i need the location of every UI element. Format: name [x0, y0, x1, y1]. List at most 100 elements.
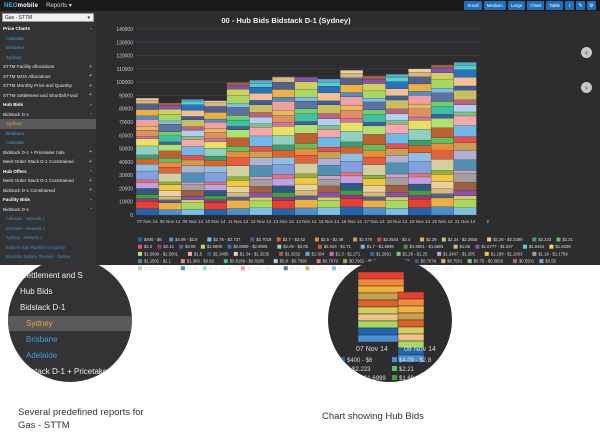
- legend-item[interactable]: $1.34 - $1.3235: [233, 251, 270, 256]
- sidebar-item[interactable]: Brisbane: [0, 129, 96, 139]
- sidebar-item[interactable]: Adelaide - Network 1: [0, 214, 96, 224]
- sidebar-item[interactable]: Facility Bids -: [0, 195, 96, 205]
- pencil-icon[interactable]: ✎: [576, 1, 585, 10]
- collapse-icon[interactable]: -: [90, 196, 92, 203]
- sidebar-item[interactable]: Hub Offers -: [0, 167, 96, 177]
- legend-item[interactable]: $2.7019: [250, 237, 272, 242]
- expand-icon[interactable]: +: [89, 187, 92, 194]
- legend-item[interactable]: $2.12: [157, 244, 175, 249]
- app-logo[interactable]: NEOmobile: [4, 3, 38, 9]
- sidebar-item[interactable]: Adelaide: [0, 138, 96, 148]
- legend-item[interactable]: $1.26 - $1.25: [396, 251, 428, 256]
- next-arrow-icon[interactable]: ›: [581, 82, 592, 93]
- previous-arrow-icon[interactable]: ‹: [581, 47, 592, 58]
- legend-item[interactable]: $1.7 - $1.6999: [360, 244, 395, 249]
- legend-item[interactable]: $0.8189 - $0.8188: [223, 259, 265, 264]
- legend-item[interactable]: $2.06 - $2.05: [277, 244, 309, 249]
- legend-item[interactable]: $1.18 - $1.1799: [532, 251, 568, 256]
- legend-item[interactable]: $2.4544 - $2.4: [377, 237, 411, 242]
- sidebar-item[interactable]: Price Charts -: [0, 24, 96, 34]
- legend-item[interactable]: $1.3 - $1.271: [329, 251, 361, 256]
- legend-item[interactable]: $1.3232: [279, 251, 301, 256]
- legend-item[interactable]: $2.21: [556, 237, 574, 242]
- size-medium-button[interactable]: Medium: [483, 1, 506, 10]
- expand-icon[interactable]: +: [89, 63, 92, 70]
- sidebar-item[interactable]: Roma Brisbane Pipeline: [0, 262, 96, 265]
- legend-item[interactable]: $0.45: [180, 266, 198, 271]
- expand-icon[interactable]: +: [89, 177, 92, 184]
- collapse-icon[interactable]: -: [90, 168, 92, 175]
- expand-icon[interactable]: +: [89, 149, 92, 156]
- legend-item[interactable]: $0.7979: [316, 259, 339, 264]
- sidebar-item[interactable]: Merit Order Stack D-1 Constrained +: [0, 176, 96, 186]
- sidebar-item[interactable]: Hub Bids -: [0, 100, 96, 110]
- collapse-icon[interactable]: -: [90, 101, 92, 108]
- legend-item[interactable]: $0.7501: [441, 259, 463, 264]
- legend-item[interactable]: $2.09: [179, 244, 196, 249]
- wrench-icon[interactable]: ⚙: [587, 1, 596, 10]
- market-selector[interactable]: Gas - STTM ▾: [2, 13, 94, 22]
- legend-item[interactable]: $1.6339: [549, 244, 571, 249]
- legend-item[interactable]: $4.09 - $2.8: [169, 237, 198, 242]
- sidebar-item[interactable]: Sydney: [0, 53, 96, 63]
- legend-item[interactable]: $0.5335 - $0.3: [138, 266, 172, 271]
- legend-item[interactable]: $0.8 - $0.7999: [273, 259, 308, 264]
- legend-item[interactable]: $1.6444: [522, 244, 545, 249]
- sidebar-item[interactable]: Adelaide: [0, 34, 96, 44]
- legend-item[interactable]: $2.479: [353, 237, 373, 242]
- size-large-button[interactable]: Large: [507, 1, 526, 10]
- sidebar-item[interactable]: Brisbane: [0, 43, 96, 53]
- legend-item[interactable]: $1.2407 - $1.205: [437, 251, 475, 256]
- collapse-icon[interactable]: -: [90, 111, 92, 118]
- reports-menu[interactable]: Reports ▾: [46, 3, 72, 9]
- legend-item[interactable]: $2.39: [420, 237, 437, 242]
- legend-item[interactable]: $1.304: [305, 251, 325, 256]
- legend-item[interactable]: $1.009 - $0.82: [180, 259, 215, 264]
- sidebar-item[interactable]: Brisbane - Network 1: [0, 224, 96, 234]
- expand-icon[interactable]: +: [89, 158, 92, 165]
- expand-icon[interactable]: +: [89, 82, 92, 89]
- legend-item[interactable]: $1.188 - $1.1803: [484, 251, 523, 256]
- sidebar-item[interactable]: STTM Settlement and Shortfall Fund +: [0, 91, 96, 101]
- legend-item[interactable]: $2.2: [138, 244, 153, 249]
- legend-item[interactable]: $1.5999 - $1.5001: [138, 251, 179, 256]
- chart-view-button[interactable]: Chart: [527, 1, 545, 10]
- sidebar-item[interactable]: Eastern Gas Pipeline to Sydney: [0, 243, 96, 253]
- info-icon[interactable]: i: [565, 1, 574, 10]
- legend-item[interactable]: $0.3 - $0.28: [202, 266, 232, 271]
- legend-item[interactable]: $2.034 - $1.71: [317, 244, 352, 249]
- legend-item[interactable]: $0.5501: [512, 259, 535, 264]
- legend-item[interactable]: $0.7901 - $0.7801: [343, 259, 384, 264]
- legend-item[interactable]: $2.223: [532, 237, 552, 242]
- legend-item[interactable]: $2.0699 - $2.0606: [227, 244, 268, 249]
- size-small-button[interactable]: Small: [464, 1, 482, 10]
- legend-item[interactable]: $2.5 - $2.48: [314, 237, 344, 242]
- legend-item[interactable]: $0.7678: [414, 259, 437, 264]
- sidebar-item[interactable]: Moomba Sydney Pipeline - Sydney: [0, 252, 96, 262]
- sidebar-item[interactable]: STTM Monthly Price and Quantity +: [0, 81, 96, 91]
- legend-item[interactable]: $0.75 - $0.5656: [467, 259, 504, 264]
- expand-icon[interactable]: +: [89, 92, 92, 99]
- sidebar-item[interactable]: Bidstack D-1 -: [0, 205, 96, 215]
- legend-item[interactable]: $1.5: [187, 251, 203, 256]
- legend-item[interactable]: $1.68: [453, 244, 471, 249]
- legend-item[interactable]: $0.2722 - $0.2: [240, 266, 275, 271]
- legend-item[interactable]: $1.3405: [207, 251, 229, 256]
- legend-item[interactable]: $0.1 - $0.1: [331, 266, 359, 271]
- legend-item[interactable]: $0.1001: [305, 266, 328, 271]
- legend-item[interactable]: $2.7 - $2.52: [276, 237, 306, 242]
- sidebar-item[interactable]: Sydney: [0, 119, 96, 129]
- legend-item[interactable]: $400 - $6: [138, 237, 162, 242]
- sidebar-item[interactable]: STTM MOS Allocations +: [0, 72, 96, 82]
- sidebar-item[interactable]: STTM Facility Allocations +: [0, 62, 96, 72]
- legend-item[interactable]: $1.6777 - $1.647: [475, 244, 514, 249]
- legend-item[interactable]: $1.2601: [370, 251, 392, 256]
- sidebar-item[interactable]: Bidstack D-1 Constrained +: [0, 186, 96, 196]
- legend-item[interactable]: $1.6901 - $1.6801: [403, 244, 445, 249]
- legend-item[interactable]: $2.75 - $2.737: [207, 237, 241, 242]
- legend-item[interactable]: $1.1501 - $1.1: [138, 259, 172, 264]
- collapse-icon[interactable]: -: [90, 206, 92, 213]
- sidebar-item[interactable]: Bidstack D-1 -: [0, 110, 96, 120]
- legend-item[interactable]: $0.19: [283, 266, 301, 271]
- collapse-icon[interactable]: -: [90, 25, 92, 32]
